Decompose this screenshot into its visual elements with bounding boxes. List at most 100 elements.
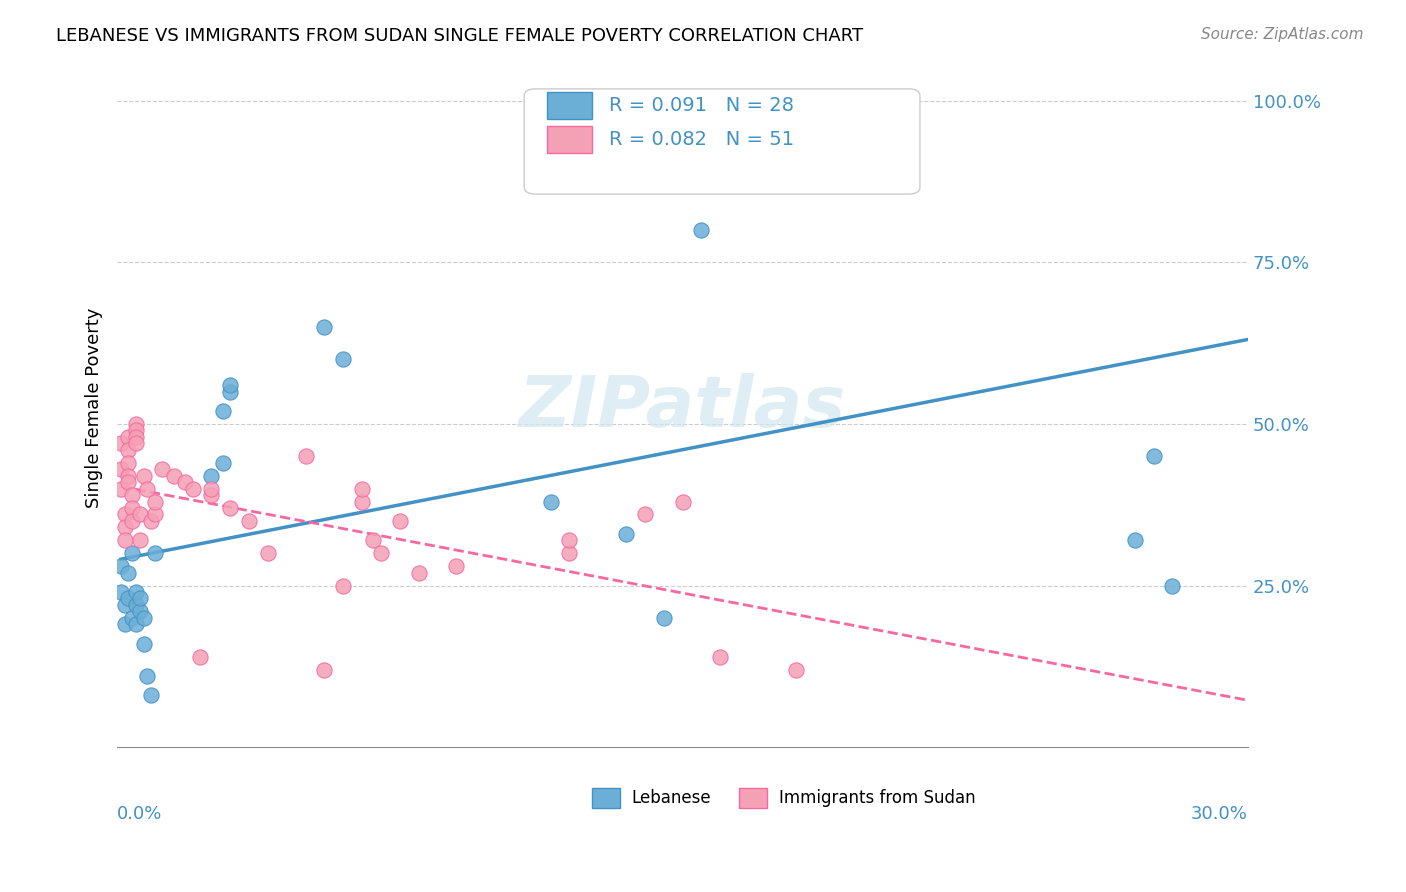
Point [614, 526, 637, 541]
Point [121, 514, 143, 528]
Point [709, 649, 731, 664]
Point [257, 546, 280, 560]
Point [652, 611, 675, 625]
Point [363, 533, 385, 548]
Point [125, 424, 148, 438]
Point [446, 559, 468, 574]
Point [219, 378, 242, 392]
Point [121, 488, 143, 502]
Point [125, 436, 148, 450]
Point [294, 450, 316, 464]
Text: ZIPatlas: ZIPatlas [519, 374, 846, 442]
Point [163, 468, 186, 483]
Text: Lebanese: Lebanese [631, 789, 711, 807]
Point [139, 514, 162, 528]
Point [181, 482, 204, 496]
Text: 0.0%: 0.0% [117, 805, 163, 822]
Text: R = 0.091   N = 28: R = 0.091 N = 28 [609, 96, 794, 115]
Point [136, 669, 159, 683]
Point [110, 482, 132, 496]
Bar [547, 92, 592, 120]
Point [803, 126, 825, 140]
Point [152, 462, 174, 476]
Point [174, 475, 197, 490]
Text: Source: ZipAtlas.com: Source: ZipAtlas.com [1201, 27, 1364, 42]
Point [114, 617, 136, 632]
Point [211, 456, 233, 470]
Point [408, 566, 430, 580]
Point [1142, 450, 1164, 464]
Point [117, 442, 139, 457]
Point [200, 482, 222, 496]
Point [200, 468, 222, 483]
Point [200, 488, 222, 502]
Point [128, 508, 150, 522]
Point [690, 223, 713, 237]
Text: Immigrants from Sudan: Immigrants from Sudan [779, 789, 976, 807]
Point [136, 482, 159, 496]
Point [785, 663, 807, 677]
Point [114, 598, 136, 612]
Point [219, 384, 242, 399]
Point [211, 404, 233, 418]
Point [117, 430, 139, 444]
Point [143, 494, 166, 508]
Point [139, 689, 162, 703]
Point [1123, 533, 1146, 548]
Bar [740, 788, 768, 808]
Bar [592, 788, 620, 808]
Point [125, 430, 148, 444]
Point [671, 494, 693, 508]
Point [558, 546, 581, 560]
Point [314, 663, 336, 677]
Point [132, 611, 155, 625]
Point [128, 591, 150, 606]
Point [128, 604, 150, 618]
Point [121, 611, 143, 625]
Point [110, 436, 132, 450]
Bar [547, 126, 592, 153]
Point [219, 500, 242, 515]
Point [897, 120, 920, 134]
Y-axis label: Single Female Poverty: Single Female Poverty [86, 308, 103, 508]
Point [352, 482, 374, 496]
Point [114, 520, 136, 534]
Point [110, 585, 132, 599]
Point [110, 462, 132, 476]
Point [117, 591, 139, 606]
Point [634, 508, 657, 522]
Point [558, 533, 581, 548]
Point [117, 475, 139, 490]
Point [188, 649, 211, 664]
Point [117, 456, 139, 470]
Point [132, 637, 155, 651]
Text: R = 0.082   N = 51: R = 0.082 N = 51 [609, 130, 794, 149]
Point [117, 566, 139, 580]
Point [332, 578, 354, 592]
Point [114, 533, 136, 548]
Point [121, 500, 143, 515]
Point [125, 585, 148, 599]
Point [117, 468, 139, 483]
Point [125, 617, 148, 632]
Point [128, 533, 150, 548]
Point [1161, 578, 1184, 592]
Point [143, 546, 166, 560]
Text: LEBANESE VS IMMIGRANTS FROM SUDAN SINGLE FEMALE POVERTY CORRELATION CHART: LEBANESE VS IMMIGRANTS FROM SUDAN SINGLE… [56, 27, 863, 45]
Point [125, 417, 148, 431]
Point [388, 514, 411, 528]
Point [540, 494, 562, 508]
Point [114, 508, 136, 522]
Text: 30.0%: 30.0% [1191, 805, 1249, 822]
Point [238, 514, 260, 528]
Point [314, 320, 336, 334]
Point [143, 508, 166, 522]
Point [125, 598, 148, 612]
Point [121, 546, 143, 560]
Point [332, 352, 354, 367]
Point [370, 546, 392, 560]
Point [132, 468, 155, 483]
Point [110, 559, 132, 574]
FancyBboxPatch shape [524, 89, 920, 194]
Point [352, 494, 374, 508]
